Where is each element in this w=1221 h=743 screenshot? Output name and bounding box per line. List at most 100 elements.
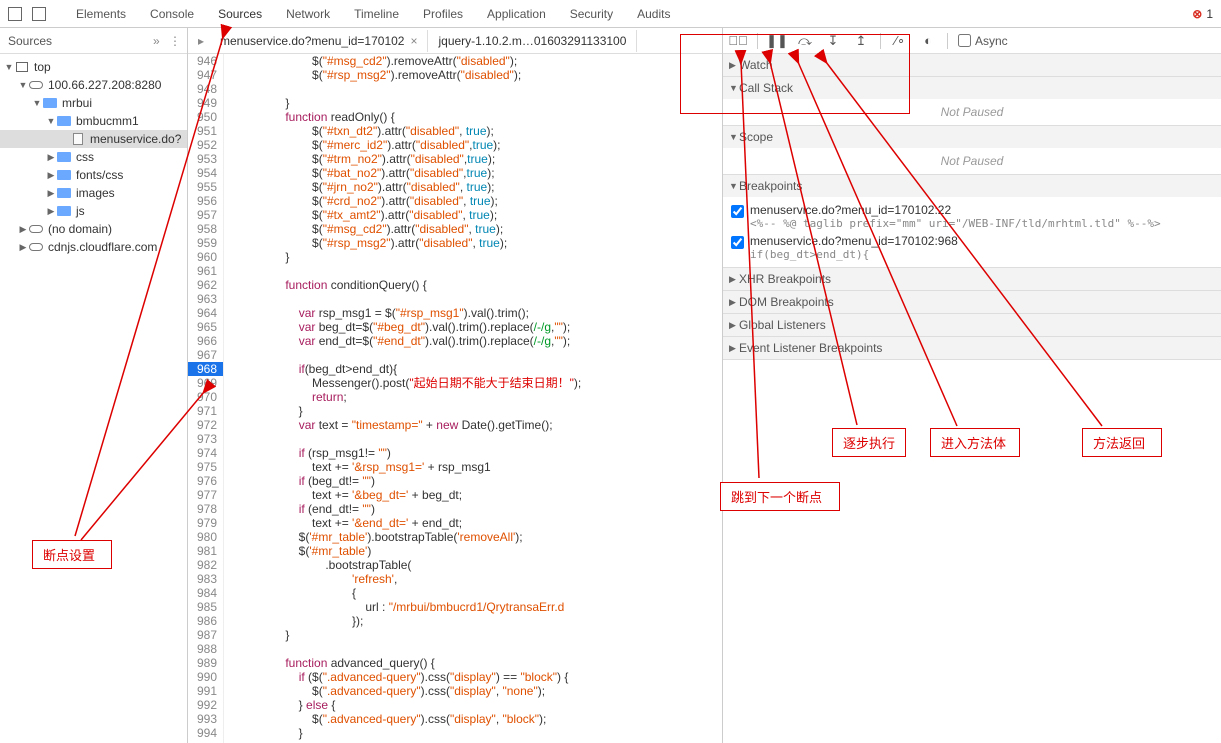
close-icon[interactable]: × bbox=[410, 34, 417, 48]
line-number[interactable]: 948 bbox=[188, 82, 217, 96]
breakpoint-item[interactable]: menuservice.do?menu_id=170102:968if(beg_… bbox=[731, 232, 1213, 263]
tree-item[interactable]: ▼bmbucmm1 bbox=[0, 112, 187, 130]
line-number[interactable]: 993 bbox=[188, 712, 217, 726]
tree-arrow-icon[interactable]: ▼ bbox=[18, 80, 28, 90]
line-number[interactable]: 990 bbox=[188, 670, 217, 684]
line-number[interactable]: 980 bbox=[188, 530, 217, 544]
line-number[interactable]: 970 bbox=[188, 390, 217, 404]
dock-left-icon[interactable] bbox=[8, 7, 22, 21]
tree-item[interactable]: ▶css bbox=[0, 148, 187, 166]
breakpoint-checkbox[interactable] bbox=[731, 236, 744, 249]
line-number[interactable]: 994 bbox=[188, 726, 217, 740]
nav-chevron-icon[interactable]: » bbox=[153, 34, 163, 48]
tree-item[interactable]: ▶fonts/css bbox=[0, 166, 187, 184]
line-number[interactable]: 972 bbox=[188, 418, 217, 432]
line-number[interactable]: 981 bbox=[188, 544, 217, 558]
xhr-breakpoints-header[interactable]: ▶XHR Breakpoints bbox=[723, 268, 1221, 290]
line-number[interactable]: 950 bbox=[188, 110, 217, 124]
devtools-tab-network[interactable]: Network bbox=[274, 1, 342, 27]
line-number[interactable]: 951 bbox=[188, 124, 217, 138]
line-number[interactable]: 989 bbox=[188, 656, 217, 670]
line-number[interactable]: 946 bbox=[188, 54, 217, 68]
global-listeners-header[interactable]: ▶Global Listeners bbox=[723, 314, 1221, 336]
line-number[interactable]: 958 bbox=[188, 222, 217, 236]
line-number[interactable]: 987 bbox=[188, 628, 217, 642]
devtools-tab-elements[interactable]: Elements bbox=[64, 1, 138, 27]
devtools-tab-security[interactable]: Security bbox=[558, 1, 625, 27]
line-number[interactable]: 955 bbox=[188, 180, 217, 194]
tree-item[interactable]: ▼top bbox=[0, 58, 187, 76]
line-number[interactable]: 953 bbox=[188, 152, 217, 166]
line-number[interactable]: 964 bbox=[188, 306, 217, 320]
error-count[interactable]: 1 bbox=[1206, 7, 1213, 21]
tree-item[interactable]: ▼100.66.227.208:8280 bbox=[0, 76, 187, 94]
line-number[interactable]: 982 bbox=[188, 558, 217, 572]
line-number[interactable]: 978 bbox=[188, 502, 217, 516]
line-number[interactable]: 977 bbox=[188, 488, 217, 502]
breakpoint-checkbox[interactable] bbox=[731, 205, 744, 218]
line-number[interactable]: 959 bbox=[188, 236, 217, 250]
breakpoint-item[interactable]: menuservice.do?menu_id=170102:22<%-- %@ … bbox=[731, 201, 1213, 232]
line-gutter[interactable]: 9469479489499509519529539549559569579589… bbox=[188, 54, 224, 743]
line-number[interactable]: 956 bbox=[188, 194, 217, 208]
line-number[interactable]: 975 bbox=[188, 460, 217, 474]
tree-arrow-icon[interactable]: ▶ bbox=[46, 170, 56, 181]
line-number[interactable]: 974 bbox=[188, 446, 217, 460]
line-number[interactable]: 969 bbox=[188, 376, 217, 390]
breakpoints-panel-header[interactable]: ▼Breakpoints bbox=[723, 175, 1221, 197]
event-listener-breakpoints-header[interactable]: ▶Event Listener Breakpoints bbox=[723, 337, 1221, 359]
callstack-panel-header[interactable]: ▼Call Stack bbox=[723, 77, 1221, 99]
line-number[interactable]: 966 bbox=[188, 334, 217, 348]
tree-arrow-icon[interactable]: ▶ bbox=[46, 152, 56, 163]
tree-arrow-icon[interactable]: ▶ bbox=[46, 206, 56, 217]
dock-popup-icon[interactable] bbox=[32, 7, 46, 21]
step-over-button[interactable]: ⤼ bbox=[796, 32, 814, 50]
line-number[interactable]: 973 bbox=[188, 432, 217, 446]
scope-panel-header[interactable]: ▼Scope bbox=[723, 126, 1221, 148]
line-number[interactable]: 991 bbox=[188, 684, 217, 698]
devtools-tab-profiles[interactable]: Profiles bbox=[411, 1, 475, 27]
line-number[interactable]: 979 bbox=[188, 516, 217, 530]
devtools-tab-console[interactable]: Console bbox=[138, 1, 206, 27]
line-number[interactable]: 957 bbox=[188, 208, 217, 222]
tree-arrow-icon[interactable]: ▶ bbox=[18, 242, 28, 253]
line-number[interactable]: 984 bbox=[188, 586, 217, 600]
watch-panel-header[interactable]: ▶Watch bbox=[723, 54, 1221, 76]
tree-item[interactable]: ▶images bbox=[0, 184, 187, 202]
editor-tab[interactable]: menuservice.do?menu_id=170102× bbox=[210, 30, 428, 52]
line-number[interactable]: 988 bbox=[188, 642, 217, 656]
nav-menu-icon[interactable]: ⋮ bbox=[169, 34, 179, 48]
line-number[interactable]: 985 bbox=[188, 600, 217, 614]
step-out-button[interactable]: ↥ bbox=[852, 32, 870, 50]
tree-arrow-icon[interactable]: ▼ bbox=[4, 62, 14, 72]
line-number[interactable]: 983 bbox=[188, 572, 217, 586]
line-number[interactable]: 968 bbox=[188, 362, 223, 376]
tree-item[interactable]: ▼mrbui bbox=[0, 94, 187, 112]
line-number[interactable]: 949 bbox=[188, 96, 217, 110]
dom-breakpoints-header[interactable]: ▶DOM Breakpoints bbox=[723, 291, 1221, 313]
line-number[interactable]: 967 bbox=[188, 348, 217, 362]
async-checkbox-wrap[interactable]: Async bbox=[958, 34, 1008, 48]
line-number[interactable]: 965 bbox=[188, 320, 217, 334]
tree-item[interactable]: ▶cdnjs.cloudflare.com bbox=[0, 238, 187, 256]
line-number[interactable]: 976 bbox=[188, 474, 217, 488]
line-number[interactable]: 952 bbox=[188, 138, 217, 152]
editor-tab[interactable]: jquery-1.10.2.m…01603291133100 bbox=[428, 30, 637, 52]
devtools-tab-sources[interactable]: Sources bbox=[206, 1, 274, 27]
line-number[interactable]: 971 bbox=[188, 404, 217, 418]
line-number[interactable]: 960 bbox=[188, 250, 217, 264]
line-number[interactable]: 992 bbox=[188, 698, 217, 712]
line-number[interactable]: 961 bbox=[188, 264, 217, 278]
devtools-tab-timeline[interactable]: Timeline bbox=[342, 1, 411, 27]
tree-arrow-icon[interactable]: ▶ bbox=[46, 188, 56, 199]
tree-item[interactable]: ▶(no domain) bbox=[0, 220, 187, 238]
tree-item[interactable]: menuservice.do? bbox=[0, 130, 187, 148]
line-number[interactable]: 954 bbox=[188, 166, 217, 180]
line-number[interactable]: 947 bbox=[188, 68, 217, 82]
step-into-button[interactable]: ↧ bbox=[824, 32, 842, 50]
devtools-tab-audits[interactable]: Audits bbox=[625, 1, 682, 27]
tree-arrow-icon[interactable]: ▶ bbox=[18, 224, 28, 235]
line-number[interactable]: 962 bbox=[188, 278, 217, 292]
line-number[interactable]: 986 bbox=[188, 614, 217, 628]
show-navigator-icon[interactable]: ▸ bbox=[192, 34, 210, 48]
